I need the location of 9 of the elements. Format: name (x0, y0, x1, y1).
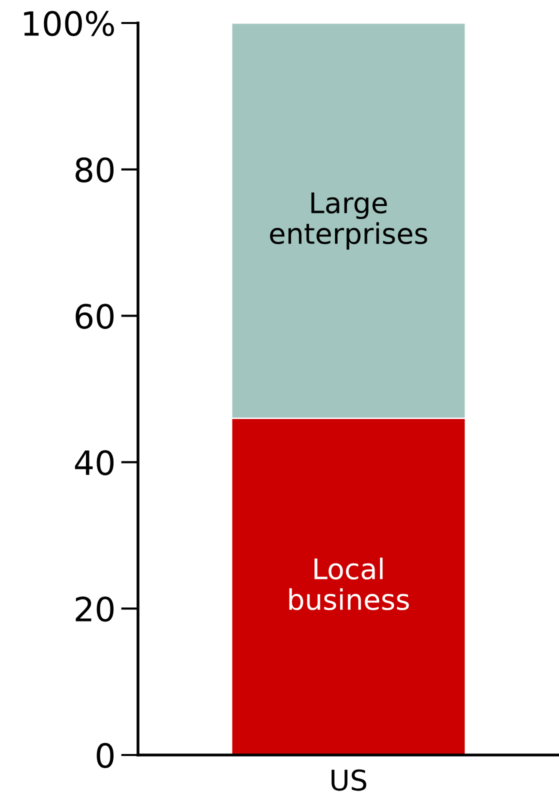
y-tick-label: 20 (76, 596, 114, 622)
y-tick-label: 80 (76, 157, 114, 183)
y-tick-label: 60 (76, 304, 114, 329)
series-label: Large enterprises (270, 192, 428, 250)
y-tick-label: 40 (74, 450, 114, 476)
y-tick-label: 100% (24, 10, 114, 36)
y-tick-label: 0 (96, 742, 114, 768)
x-tick-label: US (332, 769, 366, 791)
series-label: Local business (289, 558, 409, 610)
